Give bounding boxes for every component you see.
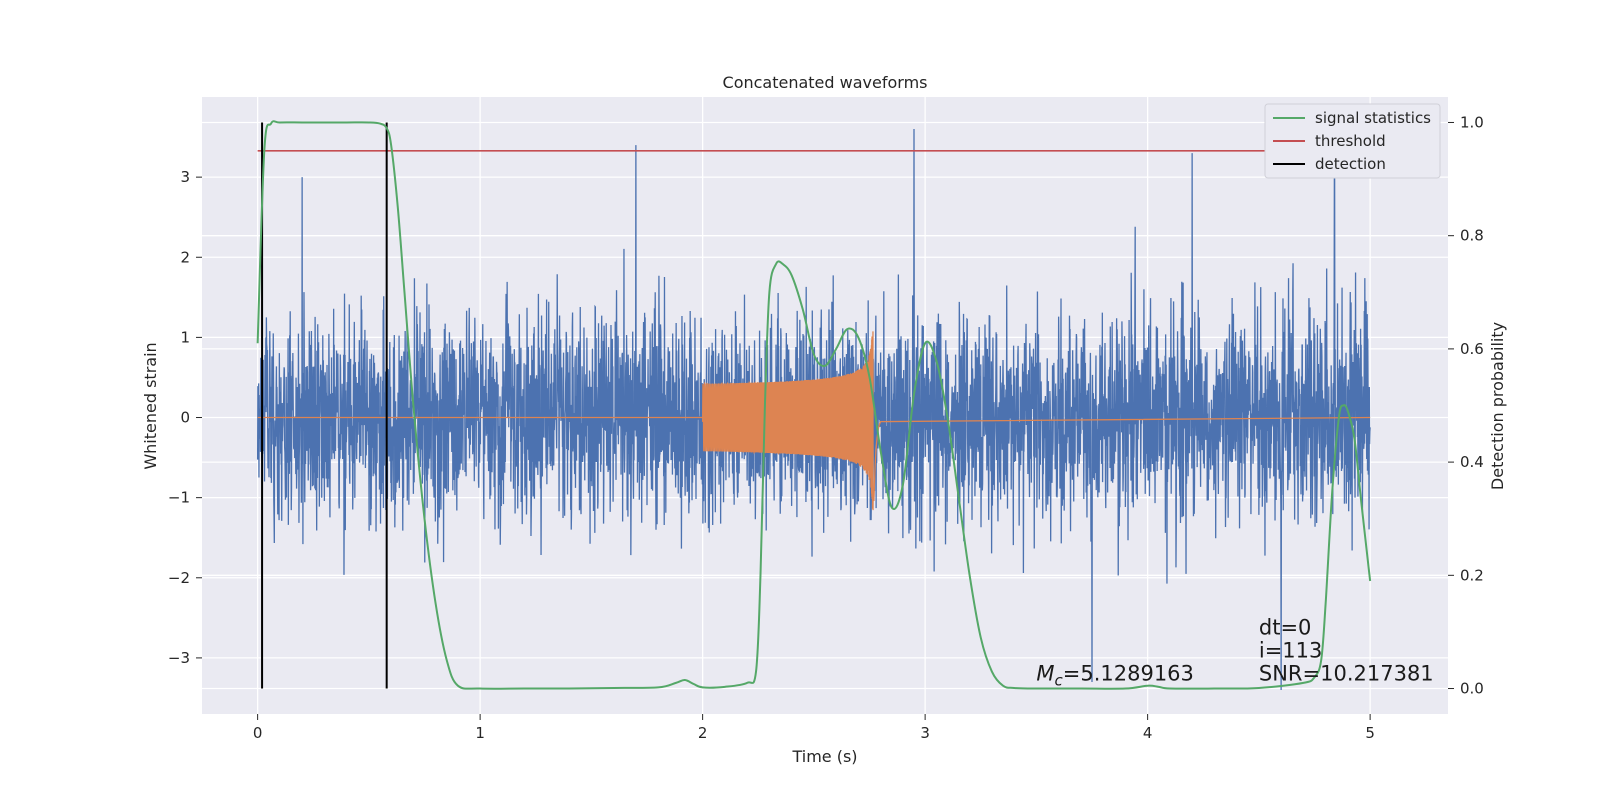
x-tick-label: 5 <box>1365 724 1375 742</box>
y-tick-label: −3 <box>168 649 190 667</box>
y-tick-label: −2 <box>168 569 190 587</box>
y-tick-label: 1 <box>180 328 190 346</box>
chirp-mass-annotation: Mc=5.1289163 <box>1036 662 1194 690</box>
y-tick-label: 2 <box>180 248 190 266</box>
y-tick-label: 0 <box>180 409 190 427</box>
x-tick-label: 1 <box>475 724 485 742</box>
legend-label: signal statistics <box>1315 109 1431 127</box>
legend: signal statistics threshold detection <box>1264 103 1441 179</box>
series-layer <box>256 120 1393 690</box>
legend-label: threshold <box>1315 132 1386 150</box>
y-tick-label: 3 <box>180 168 190 186</box>
y2-tick-label: 1.0 <box>1460 113 1484 131</box>
signal-statistics-line <box>256 120 1372 690</box>
legend-box <box>1264 103 1441 179</box>
y2-tick-label: 0.6 <box>1460 340 1484 358</box>
y-tick-label: −1 <box>168 489 190 507</box>
y2-axis-label: Detection probability <box>1488 322 1507 490</box>
chart-title: Concatenated waveforms <box>723 73 928 92</box>
x-tick-label: 2 <box>698 724 708 742</box>
stats-annotation-line: dt=0 <box>1259 616 1312 640</box>
legend-label: detection <box>1315 155 1386 173</box>
y2-tick-label: 0.4 <box>1460 453 1484 471</box>
x-tick-label: 0 <box>253 724 263 742</box>
x-axis-label: Time (s) <box>791 747 857 766</box>
x-tick-label: 4 <box>1143 724 1153 742</box>
x-tick-label: 3 <box>920 724 930 742</box>
y-axis-label: Whitened strain <box>141 342 160 469</box>
template-line <box>257 331 1371 511</box>
y2-tick-label: 0.2 <box>1460 566 1484 584</box>
ticks: 0 1 2 3 4 5 −3 −2 −1 0 1 2 3 0.0 0.2 0.4 0.6 0.8 1.0 <box>168 113 1484 742</box>
stats-annotation-line: i=113 <box>1259 639 1323 663</box>
stats-annotation-line: SNR=10.217381 <box>1259 662 1434 686</box>
y2-tick-label: 0.0 <box>1460 680 1484 698</box>
y2-tick-label: 0.8 <box>1460 227 1484 245</box>
